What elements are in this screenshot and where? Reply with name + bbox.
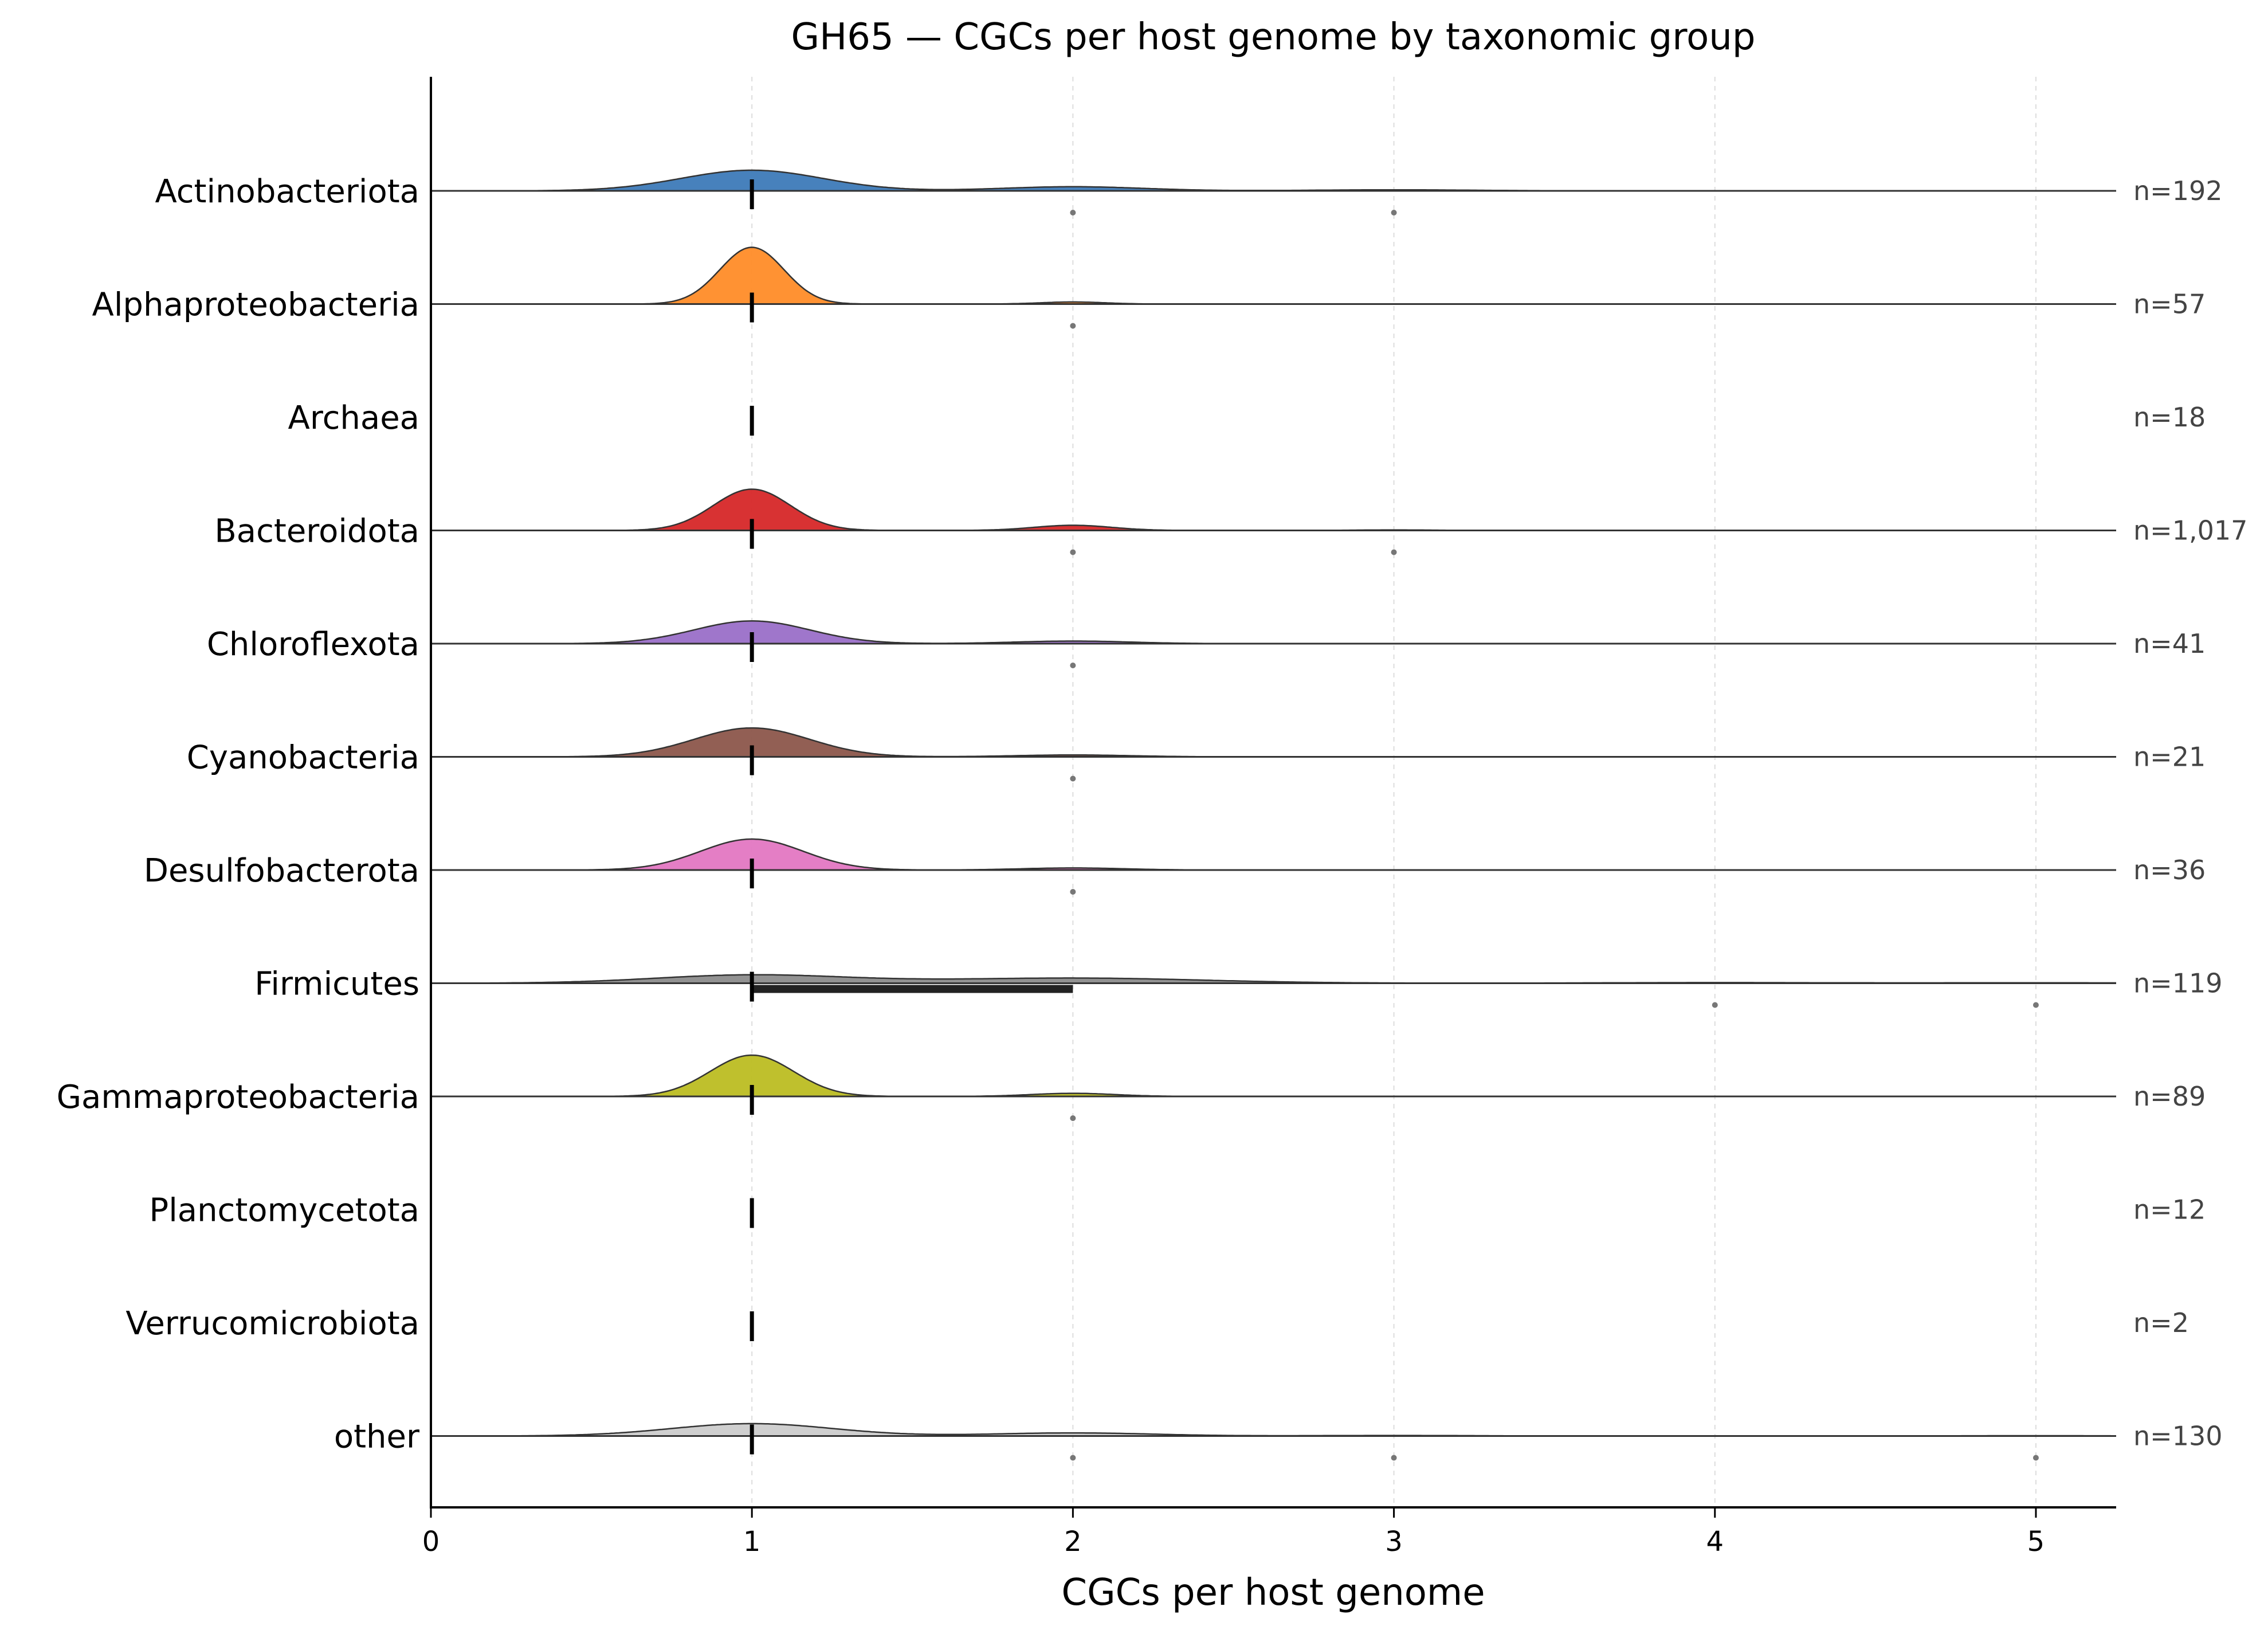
outlier-point (1070, 549, 1076, 555)
density-fill (431, 974, 2116, 984)
y-category-label: Alphaproteobacteria (92, 287, 419, 324)
outlier-point (1070, 323, 1076, 329)
ridge-group: Planctomycetota n=12 (149, 1192, 2206, 1229)
ridge-group: Chloroflexota n=41 (207, 620, 2206, 668)
x-tick-label: 1 (743, 1526, 761, 1558)
y-category-label: Cyanobacteria (187, 739, 419, 777)
y-category-label: Bacteroidota (214, 513, 419, 550)
x-tick-label: 4 (1706, 1526, 1724, 1558)
y-category-label: Desulfobacterota (144, 852, 419, 890)
outlier-point (2032, 1455, 2039, 1461)
sample-size-label: n=21 (2133, 742, 2206, 773)
ridge-group: Firmicutes n=119 (254, 966, 2223, 1008)
outlier-point (1712, 1002, 1718, 1008)
density-fill (431, 170, 2116, 191)
y-category-label: Gammaproteobacteria (57, 1079, 419, 1116)
outlier-point (1391, 1455, 1397, 1461)
x-gridlines (751, 77, 2037, 1507)
density-fill (431, 621, 2116, 644)
density-fill (431, 839, 2116, 870)
ridge-group: Actinobacteriota n=192 (155, 169, 2223, 216)
x-tick-label: 0 (422, 1526, 440, 1558)
ridges: Actinobacteriota n=192 Alphaproteobacteria… (57, 169, 2247, 1461)
y-category-label: Verrucomicrobiota (125, 1305, 419, 1342)
outlier-point (1391, 210, 1397, 216)
y-category-label: Archaea (288, 399, 419, 437)
y-category-label: Firmicutes (254, 966, 419, 1003)
y-category-label: Actinobacteriota (155, 173, 419, 210)
ridge-group: Desulfobacterota n=36 (144, 838, 2206, 895)
sample-size-label: n=119 (2133, 968, 2223, 999)
y-category-label: Planctomycetota (149, 1192, 419, 1229)
ridge-group: Alphaproteobacteria n=57 (92, 246, 2206, 329)
density-fill (431, 1055, 2116, 1096)
chart-title: GH65 — CGCs per host genome by taxonomic… (791, 16, 1756, 58)
sample-size-label: n=41 (2133, 628, 2206, 659)
x-axis-label: CGCs per host genome (1061, 1572, 1485, 1614)
sample-size-label: n=2 (2133, 1307, 2189, 1338)
sample-size-label: n=57 (2133, 289, 2206, 320)
sample-size-label: n=89 (2133, 1081, 2206, 1112)
sample-size-label: n=18 (2133, 402, 2206, 433)
axes (430, 77, 2116, 1509)
outlier-point (1070, 775, 1076, 782)
y-category-label: other (334, 1419, 420, 1456)
sample-size-label: n=36 (2133, 855, 2206, 886)
outlier-point (1070, 1115, 1076, 1121)
ridge-group: Cyanobacteria n=21 (187, 727, 2206, 782)
outlier-point (1070, 210, 1076, 216)
x-ticks: 0 1 2 3 4 5 (422, 1507, 2045, 1558)
x-tick-label: 2 (1064, 1526, 1082, 1558)
density-fill (431, 728, 2116, 757)
sample-size-label: n=12 (2133, 1194, 2206, 1225)
x-tick-label: 5 (2027, 1526, 2045, 1558)
x-tick-label: 3 (1385, 1526, 1403, 1558)
ridge-group: Bacteroidota n=1,017 (214, 488, 2247, 555)
ridge-group: Verrucomicrobiota n=2 (125, 1305, 2189, 1342)
sample-size-label: n=130 (2133, 1421, 2223, 1452)
outlier-point (1070, 1455, 1076, 1461)
sample-size-label: n=192 (2133, 175, 2223, 206)
outlier-point (2032, 1002, 2039, 1008)
y-category-label: Chloroflexota (207, 626, 419, 663)
outlier-point (1070, 889, 1076, 895)
sample-size-label: n=1,017 (2133, 515, 2247, 546)
outlier-point (1391, 549, 1397, 555)
ridge-group: other n=130 (334, 1419, 2223, 1461)
density-fill (431, 247, 2116, 304)
density-outline (431, 246, 2116, 305)
ridge-group: Archaea n=18 (288, 399, 2206, 437)
outlier-point (1070, 663, 1076, 668)
density-fill (431, 489, 2116, 531)
ridge-group: Gammaproteobacteria n=89 (57, 1054, 2206, 1121)
density-fill (431, 1423, 2116, 1436)
